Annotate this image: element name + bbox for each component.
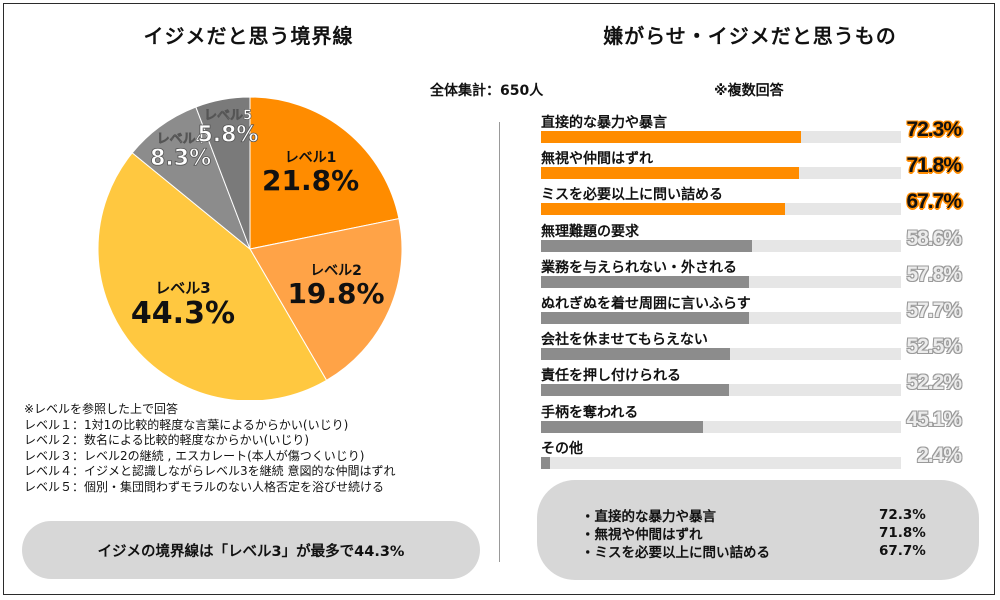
bar: [541, 348, 730, 361]
summary-value: 72.3%: [879, 507, 926, 523]
bar-track: [541, 420, 901, 433]
summary-label: ・直接的な暴力や暴言: [581, 509, 716, 525]
bar-value-label: 52.5%: [906, 335, 962, 359]
pie-slice-level-5: [195, 96, 251, 250]
bar-value-label: 57.8%: [906, 262, 962, 286]
bar: [541, 312, 749, 324]
bar-track: [541, 275, 901, 288]
summary-label: ・ミスを必要以上に問い詰める: [581, 545, 770, 561]
left-panel-title: イジメだと思う境界線: [17, 16, 480, 58]
bar: [541, 131, 802, 143]
pie-label-level-4: レベル4: [157, 132, 205, 147]
summary-row: ・無視や仲間はずれ 71.8%: [581, 524, 979, 543]
pie-label-level-3: レベル3: [155, 279, 210, 297]
pie-slice-level-3: [97, 152, 328, 400]
bar-track: [541, 167, 901, 180]
bar: [541, 203, 785, 216]
bar: [541, 167, 800, 180]
bar-row: ミスを必要以上に問い詰める 67.7%: [541, 184, 962, 220]
note-level-3: レベル３：レベル2の継続 , エスカレート(本人が傷つくいじり): [24, 448, 365, 463]
total-respondents: 全体集計：650人: [430, 83, 544, 99]
bar-track: [541, 348, 901, 361]
bar-row: 責任を押し付けられる 52.2%: [541, 365, 962, 401]
bar-track: [541, 131, 901, 143]
bar-value-label: 45.1%: [906, 407, 962, 431]
bar-label: 責任を押し付けられる: [541, 368, 681, 385]
bar-value-label: 2.4%: [917, 443, 962, 467]
pie-slice-level-1: [249, 96, 400, 250]
summary-row: ・ミスを必要以上に問い詰める 67.7%: [581, 542, 979, 561]
pie-value-level-5: 5.8%: [197, 123, 258, 148]
panel-divider: [499, 122, 500, 562]
bar: [541, 275, 750, 288]
note-level-1: レベル１：1対1の比較的軽度な言葉によるからかい(いじり): [24, 417, 349, 432]
summary-value: 71.8%: [879, 525, 926, 541]
level-notes: ※レベルを参照した上で回答 レベル１：1対1の比較的軽度な言葉によるからかい(い…: [24, 402, 395, 495]
bar-row: ぬれぎぬを着せ周囲に言いふらす 57.7%: [541, 293, 962, 329]
bar-value-label: 71.8%: [906, 154, 962, 178]
left-summary-box: イジメの境界線は「レベル3」が最多で44.3%: [22, 521, 480, 579]
pie-label-level-2: レベル2: [310, 263, 362, 279]
bar-label: 会社を休ませてもらえない: [541, 332, 708, 349]
bar-row: 業務を与えられない・外される 57.8%: [541, 257, 962, 293]
summary-row: ・直接的な暴力や暴言 72.3%: [581, 506, 979, 525]
bar-label: 無理難題の要求: [541, 223, 639, 240]
notes-header: ※レベルを参照した上で回答: [24, 402, 179, 416]
bar-label: ミスを必要以上に問い詰める: [541, 187, 723, 204]
bar-row: 無視や仲間はずれ 71.8%: [541, 148, 962, 184]
bar-track: [541, 384, 901, 397]
bar-label: その他: [541, 440, 583, 457]
bar-track: [541, 203, 901, 216]
pie-label-level-5: レベル5: [204, 109, 252, 124]
bar-track: [541, 239, 901, 252]
bar-value-label: 57.7%: [906, 299, 962, 322]
bar-row: 無理難題の要求 58.6%: [541, 221, 962, 257]
note-level-2: レベル２：数名による比較的軽度なからかい(いじり): [24, 433, 310, 447]
bar-label: 業務を与えられない・外される: [541, 259, 737, 276]
bar-label: 直接的な暴力や暴言: [541, 115, 667, 131]
bar: [541, 456, 550, 469]
pie-value-level-2: 19.8%: [287, 277, 384, 310]
bar-label: 無視や仲間はずれ: [541, 151, 653, 168]
bar-track: [541, 312, 901, 324]
bar-value-label: 58.6%: [906, 226, 962, 250]
summary-label: ・無視や仲間はずれ: [581, 527, 703, 543]
bar-value-label: 72.3%: [906, 118, 962, 141]
bar-row: 直接的な暴力や暴言 72.3%: [541, 112, 962, 148]
pie-value-level-1: 21.8%: [262, 164, 359, 197]
bar: [541, 239, 752, 252]
note-level-5: レベル５：個別・集団問わずモラルのない人格否定を浴びせ続ける: [24, 479, 385, 494]
bar-value-label: 67.7%: [906, 190, 962, 214]
pie-value-level-4: 8.3%: [150, 146, 211, 171]
summary-value: 67.7%: [879, 543, 926, 559]
right-summary-box: ・直接的な暴力や暴言 72.3% ・無視や仲間はずれ 71.8% ・ミスを必要以…: [537, 480, 979, 580]
bar: [541, 384, 729, 397]
pie-slice-level-2: [249, 218, 403, 382]
pie-label-level-1: レベル1: [285, 150, 337, 166]
left-summary-text: イジメの境界線は「レベル3」が最多で44.3%: [97, 543, 405, 560]
note-level-4: レベル４：イジメと認識しながらレベル3を継続 意図的な仲間はずれ: [24, 464, 396, 478]
multi-answer-note: ※複数回答: [714, 83, 784, 99]
bar-label: 手柄を奪われる: [541, 404, 639, 421]
bar-value-label: 52.2%: [906, 371, 962, 395]
right-panel-title: 嫌がらせ・イジメだと思うもの: [519, 16, 981, 58]
bar-track: [541, 456, 901, 469]
bar-row: その他 2.4%: [541, 438, 962, 474]
bar-label: ぬれぎぬを着せ周囲に言いふらす: [541, 296, 751, 312]
bar-row: 手柄を奪われる 45.1%: [541, 402, 962, 438]
bar-row: 会社を休ませてもらえない 52.5%: [541, 329, 962, 365]
pie-value-level-3: 44.3%: [131, 296, 235, 331]
bar: [541, 420, 704, 433]
